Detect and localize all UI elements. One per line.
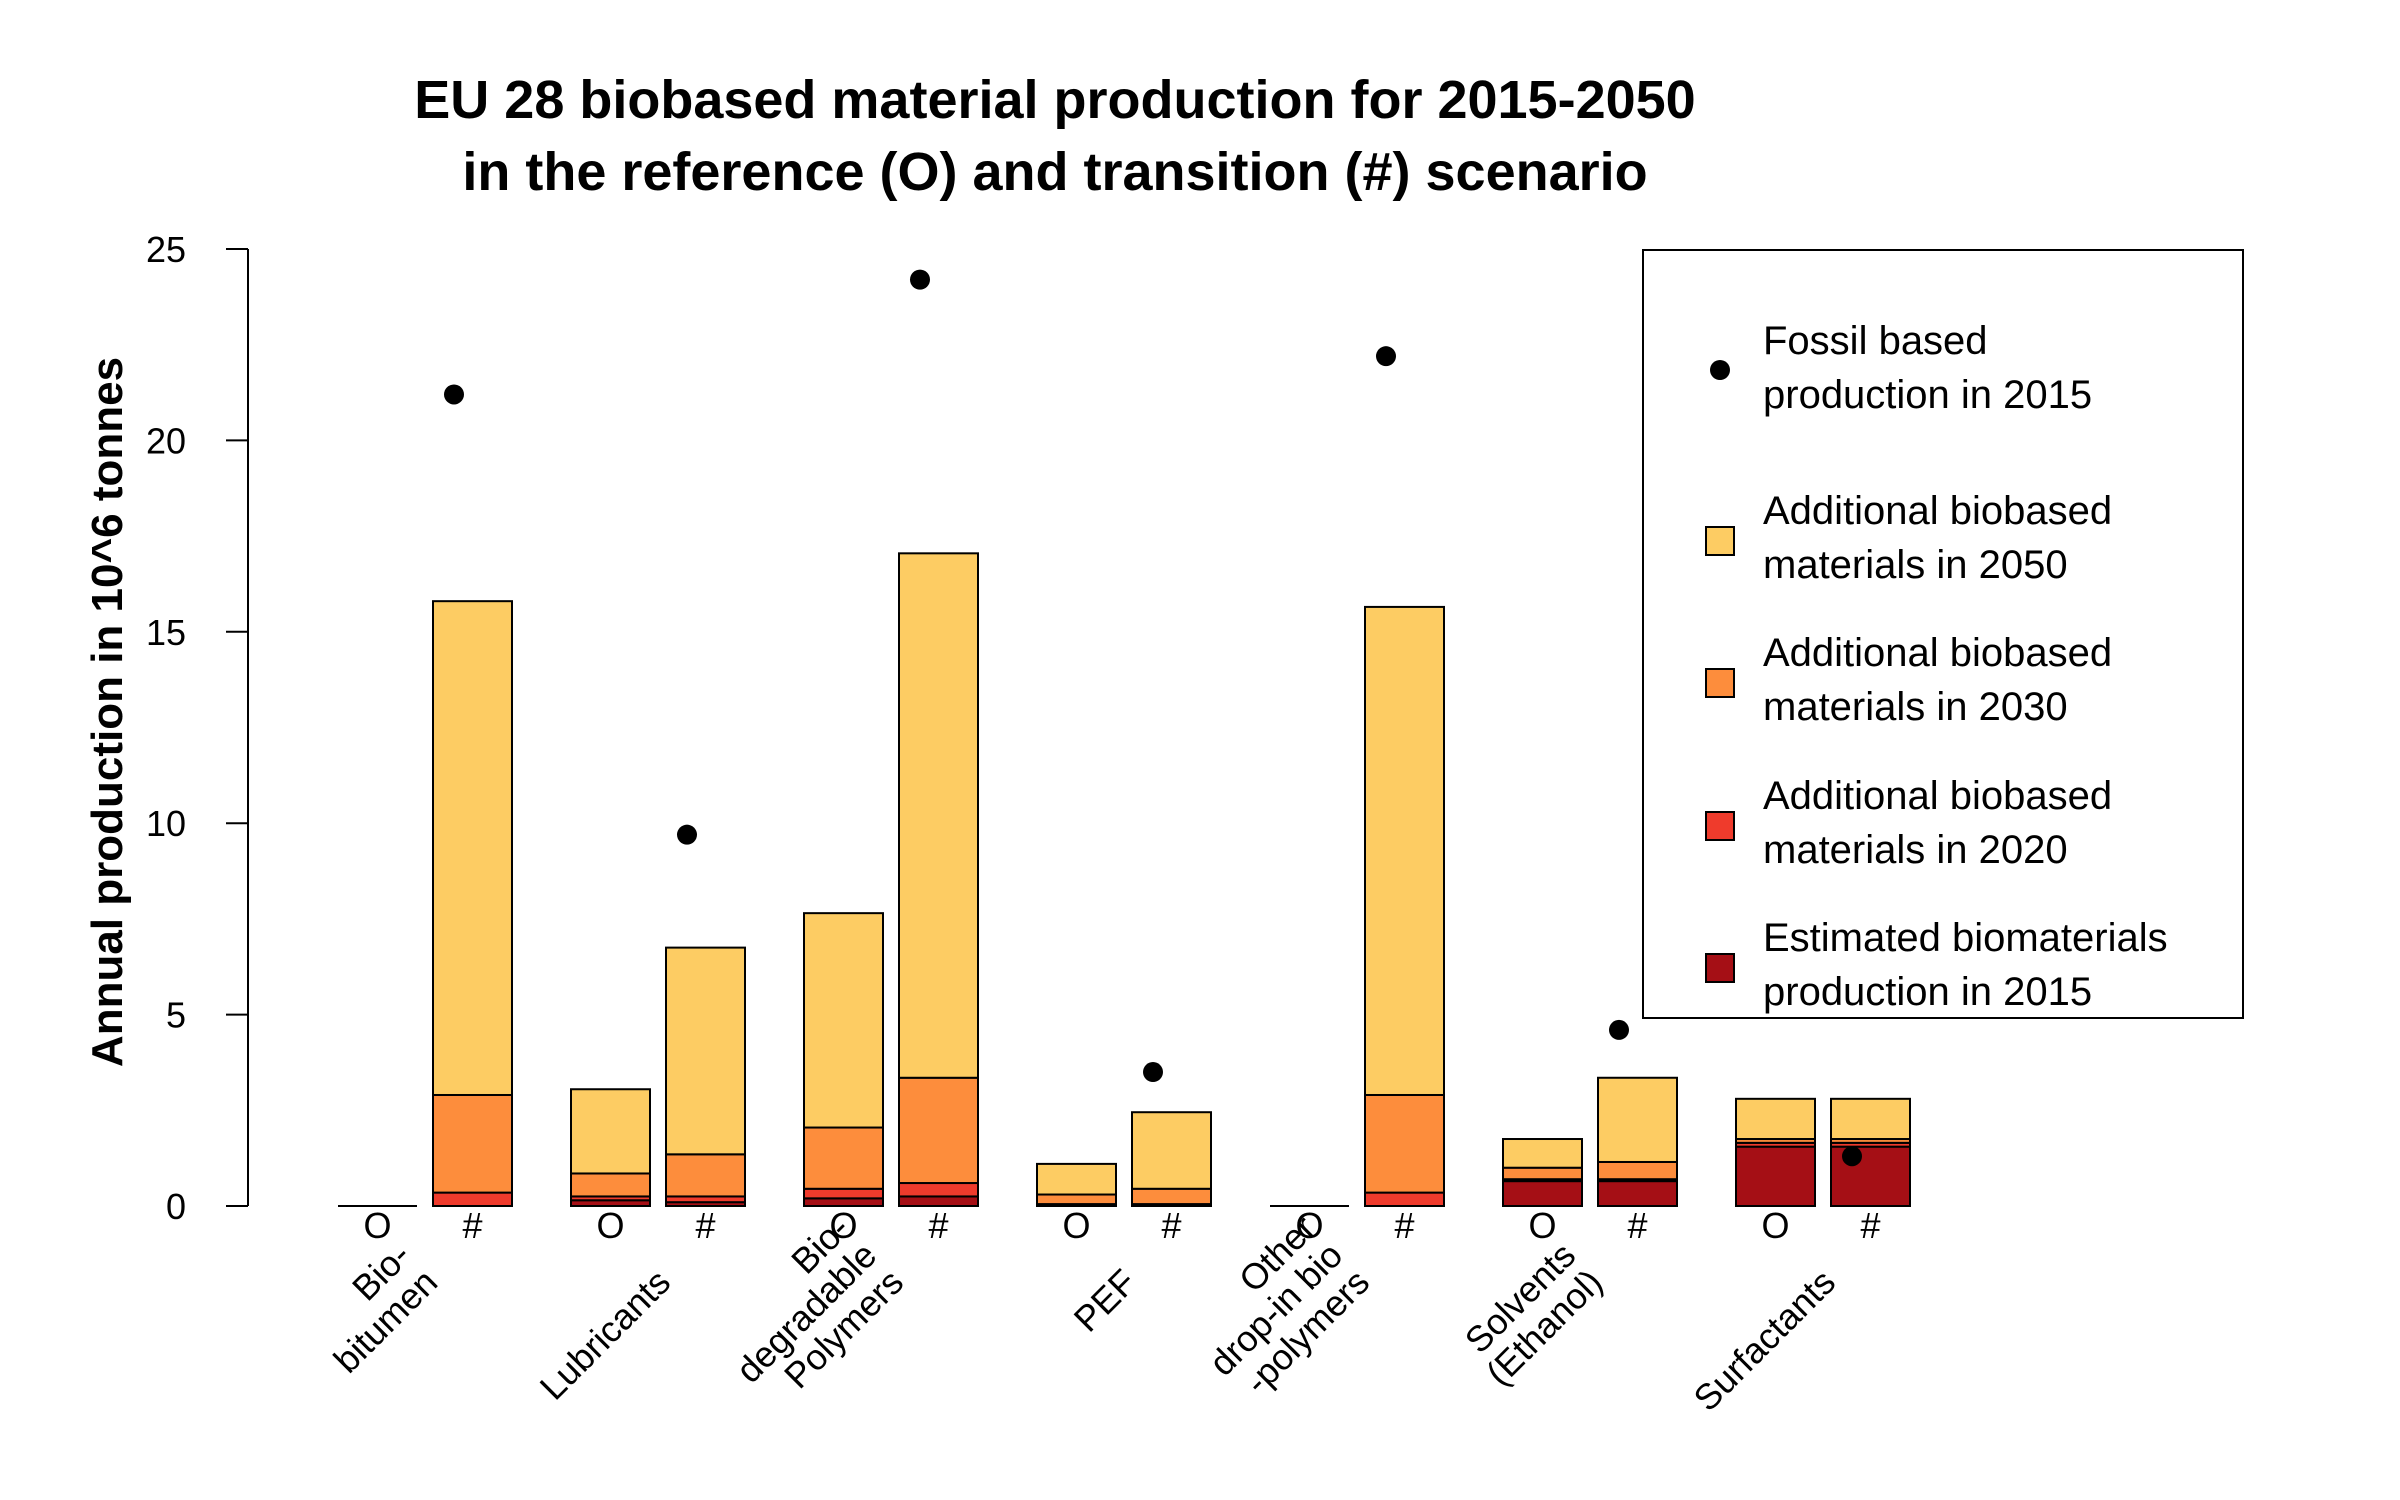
legend-swatch: [1705, 668, 1735, 698]
scenario-label: #: [462, 1205, 482, 1246]
scenario-label: O: [1528, 1205, 1556, 1246]
chart-title: EU 28 biobased material production for 2…: [414, 70, 1695, 202]
legend-point-marker: [1710, 360, 1730, 380]
bar-segment: [1597, 1076, 1678, 1163]
bar-segment: [1597, 1180, 1678, 1208]
bar-segment: [1131, 1187, 1212, 1206]
scenario-label: #: [928, 1205, 948, 1246]
bars: [338, 552, 1911, 1208]
category-label: Otherdrop-in bio-polymers: [1174, 1207, 1377, 1410]
bar-segment: [432, 600, 513, 1096]
scenario-label: O: [596, 1205, 624, 1246]
bar-segment: [1364, 605, 1445, 1096]
bar-segment: [1502, 1166, 1583, 1181]
bar-segment: [1502, 1138, 1583, 1169]
bar-segment: [1597, 1160, 1678, 1181]
category-label: Bio-bitumen: [299, 1234, 445, 1380]
fossil-point: [677, 824, 697, 845]
bar-segment: [1036, 1193, 1117, 1206]
y-tick-label: 0: [166, 1186, 186, 1227]
y-tick-label: 10: [146, 803, 186, 844]
fossil-point: [910, 269, 930, 290]
scenario-label: O: [1295, 1205, 1323, 1246]
chart-title-line-2: in the reference (O) and transition (#) …: [462, 142, 1647, 202]
bar-segment: [432, 1093, 513, 1194]
scenario-label: #: [1860, 1205, 1880, 1246]
bar-segment: [570, 1172, 651, 1198]
y-tick-label: 5: [166, 995, 186, 1036]
fossil-point: [1609, 1019, 1629, 1040]
category-label: Bio-degradablePolymers: [701, 1207, 911, 1417]
fossil-point: [1842, 1146, 1862, 1167]
bar-segment: [1364, 1191, 1445, 1208]
legend-label: Fossil based: [1763, 319, 1988, 363]
bar-segment: [1036, 1162, 1117, 1196]
y-axis-label: Annual production in 10^6 tonnes: [83, 357, 132, 1067]
bar-segment: [1131, 1111, 1212, 1190]
bar-segment: [570, 1088, 651, 1175]
fossil-point: [444, 384, 464, 405]
bar-segment: [432, 1191, 513, 1208]
legend-label: materials in 2020: [1763, 828, 2068, 872]
scenario-label: #: [1627, 1205, 1647, 1246]
category-label: Solvents(Ethanol): [1451, 1234, 1610, 1393]
bar-segment: [665, 946, 746, 1156]
bar-segment: [803, 912, 884, 1129]
legend-label: production in 2015: [1763, 373, 2092, 417]
legend-label: Additional biobased: [1763, 774, 2112, 818]
bar-segment: [1830, 1097, 1911, 1141]
scenario-label: O: [1761, 1205, 1789, 1246]
legend-box: [1642, 249, 2244, 1019]
legend-label: Additional biobased: [1763, 489, 2112, 533]
chart-title-line-1: EU 28 biobased material production for 2…: [414, 70, 1695, 130]
scenario-label: #: [695, 1205, 715, 1246]
bar-segment: [1364, 1093, 1445, 1194]
fossil-point: [1143, 1062, 1163, 1083]
legend-label: materials in 2050: [1763, 543, 2068, 587]
bar-segment: [898, 1076, 979, 1185]
scenario-label: O: [363, 1205, 391, 1246]
y-tick-label: 15: [146, 612, 186, 653]
scenario-label: O: [829, 1205, 857, 1246]
y-tick-label: 20: [146, 420, 186, 461]
category-label-line: Lubricants: [532, 1261, 678, 1407]
legend-label: Additional biobased: [1763, 631, 2112, 675]
legend-swatch: [1705, 526, 1735, 556]
fossil-point: [1376, 346, 1396, 367]
legend-label: Estimated biomaterials: [1763, 916, 2168, 960]
category-label: PEF: [1066, 1261, 1144, 1339]
bar-segment: [898, 552, 979, 1079]
bar-segment: [803, 1126, 884, 1190]
fossil-points: [444, 269, 1862, 1167]
y-tick-label: 25: [146, 229, 186, 270]
legend: Fossil based production in 2015 Additional…: [1642, 249, 2244, 1019]
scenario-label: O: [1062, 1205, 1090, 1246]
scenario-label: #: [1394, 1205, 1414, 1246]
bar-segment: [1502, 1180, 1583, 1208]
bar-segment: [803, 1187, 884, 1200]
legend-swatch: [1705, 811, 1735, 841]
category-label: Lubricants: [532, 1261, 678, 1407]
category-label: Surfactants: [1685, 1261, 1843, 1419]
scenario-label: #: [1161, 1205, 1181, 1246]
bar-segment: [665, 1153, 746, 1198]
y-axis: 0 5 10 15 20 25: [146, 229, 249, 1227]
legend-label: production in 2015: [1763, 970, 2092, 1014]
scenario-labels: O # O # O # O # O # O # O #: [363, 1205, 1880, 1246]
legend-swatch: [1705, 953, 1735, 983]
bar-segment: [1735, 1097, 1816, 1141]
legend-label: materials in 2030: [1763, 685, 2068, 729]
bar-segment: [898, 1182, 979, 1198]
category-label-line: Surfactants: [1685, 1261, 1843, 1419]
bar-segment: [1735, 1145, 1816, 1208]
category-label-line: PEF: [1066, 1261, 1144, 1339]
